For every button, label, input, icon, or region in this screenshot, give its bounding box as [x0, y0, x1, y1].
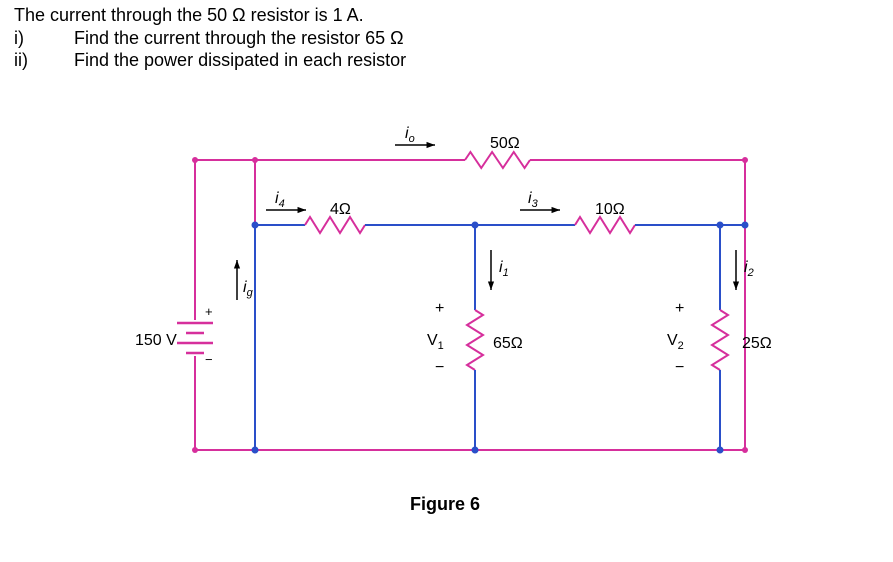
- label-v2: V2: [667, 332, 684, 352]
- label-v1-plus: +: [435, 300, 444, 317]
- label-source: 150 V: [135, 332, 177, 349]
- label-v1: V1: [427, 332, 444, 352]
- label-r65: 65Ω: [493, 335, 523, 352]
- label-r25: 25Ω: [742, 335, 772, 352]
- label-ig: ig: [243, 279, 254, 299]
- svg-text:−: −: [205, 352, 213, 367]
- label-r50: 50Ω: [490, 135, 520, 152]
- label-v2-plus: +: [675, 300, 684, 317]
- label-i1: i1: [499, 259, 509, 279]
- label-r10: 10Ω: [595, 201, 625, 218]
- label-i3: i3: [528, 190, 539, 210]
- label-v1-minus: −: [435, 359, 444, 376]
- label-i4: i4: [275, 190, 285, 210]
- page: The current through the 50 Ω resistor is…: [0, 0, 893, 562]
- figure-label: Figure 6: [410, 494, 480, 514]
- label-r4: 4Ω: [330, 201, 351, 218]
- circuit-diagram: io50Ωi44Ωi310Ωigi1i2+V1−+V2−65Ω25Ω150 V+…: [0, 0, 893, 562]
- label-v2-minus: −: [675, 359, 684, 376]
- label-io: io: [405, 125, 415, 145]
- svg-text:+: +: [205, 304, 213, 319]
